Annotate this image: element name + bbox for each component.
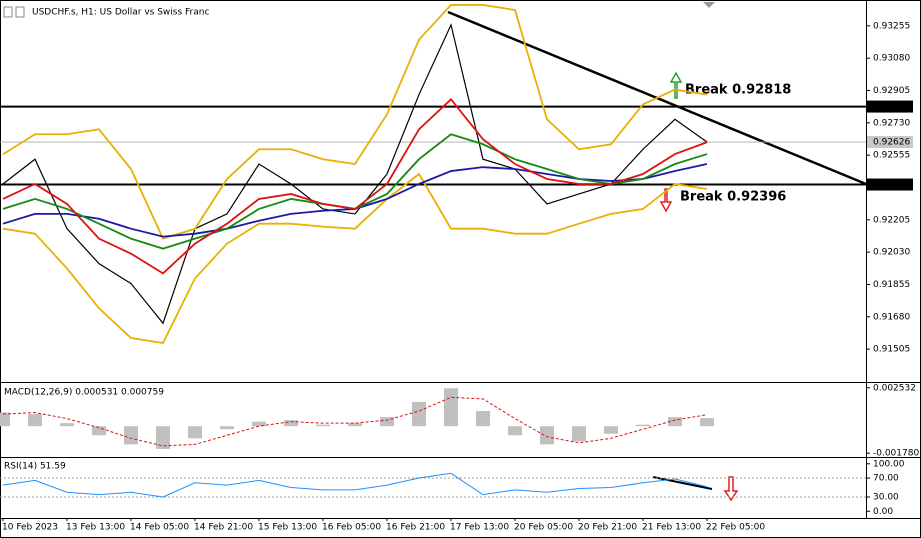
x-tick-label: 14 Feb 05:00 xyxy=(130,523,189,533)
level-label: 0.92396 xyxy=(873,180,910,190)
histogram-bar xyxy=(188,426,202,439)
y-tick-label: 0.92030 xyxy=(873,248,910,258)
x-tick-label: 13 Feb 13:00 xyxy=(66,523,125,533)
rsi-trend-line xyxy=(652,476,713,490)
series-line xyxy=(2,98,708,275)
series-line xyxy=(2,4,708,240)
annotation: Break 0.92818 xyxy=(685,83,791,98)
price-box xyxy=(867,136,913,149)
price-box xyxy=(867,100,913,113)
signal-line xyxy=(2,396,708,447)
histogram-bar xyxy=(604,426,618,434)
histogram-bar xyxy=(508,426,522,436)
y-tick-label: 30.00 xyxy=(873,493,899,503)
x-tick-label: 17 Feb 13:00 xyxy=(450,523,509,533)
histogram-bar xyxy=(220,426,234,430)
histogram-bar xyxy=(540,426,554,445)
y-tick-label: 100.00 xyxy=(873,459,905,469)
x-tick-label: 14 Feb 21:00 xyxy=(194,523,253,533)
histogram-bar xyxy=(92,426,106,436)
histogram-bar xyxy=(348,423,362,427)
y-tick-label: 0.92555 xyxy=(873,151,910,161)
histogram-bar xyxy=(412,401,426,427)
histogram-bar xyxy=(700,418,714,427)
x-tick-label: 22 Feb 05:00 xyxy=(706,523,765,533)
series-line xyxy=(2,172,708,345)
up-arrow xyxy=(669,71,683,99)
y-tick-label: 0.002532 xyxy=(873,383,916,393)
y-tick-label: 0.93255 xyxy=(873,21,910,31)
y-tick-label: 0.91680 xyxy=(873,312,910,322)
histogram-bar xyxy=(572,426,586,442)
y-tick-label: -0.001780 xyxy=(873,449,919,459)
y-tick-label: 0.92730 xyxy=(873,118,910,128)
series-line xyxy=(2,472,708,498)
histogram-bar xyxy=(444,388,458,427)
histogram-bar xyxy=(156,426,170,449)
histogram-bar xyxy=(284,420,298,427)
shift-marker xyxy=(703,2,715,8)
histogram-bar xyxy=(476,411,490,427)
icon xyxy=(15,6,25,18)
histogram-bar xyxy=(316,424,330,427)
histogram-bar xyxy=(28,414,42,427)
x-tick-label: 16 Feb 21:00 xyxy=(386,523,445,533)
series-line xyxy=(2,23,708,325)
histogram-bar xyxy=(668,417,682,427)
icon xyxy=(3,6,13,18)
x-tick-label: 16 Feb 05:00 xyxy=(322,523,381,533)
x-tick-label: 21 Feb 13:00 xyxy=(642,523,701,533)
panel-title: MACD(12,26,9) 0.000531 0.000759 xyxy=(4,388,164,398)
histogram-bar xyxy=(380,417,394,427)
last-price-label: 0.92626 xyxy=(873,138,910,148)
histogram-bar xyxy=(252,421,266,427)
histogram-bar xyxy=(0,412,10,427)
x-tick-label: 20 Feb 05:00 xyxy=(514,523,573,533)
chart-title: USDCHF.s, H1: US Dollar vs Swiss Franc xyxy=(32,8,209,18)
panel-title: RSI(14) 51.59 xyxy=(4,462,66,472)
x-tick-label: 20 Feb 21:00 xyxy=(578,523,637,533)
down-arrow xyxy=(723,476,739,502)
annotation: Break 0.92396 xyxy=(680,190,786,205)
y-tick-label: 0.92205 xyxy=(873,215,910,225)
price-box xyxy=(867,178,913,191)
y-tick-label: 0.91505 xyxy=(873,345,910,355)
x-tick-label: 15 Feb 13:00 xyxy=(258,523,317,533)
y-tick-label: 70.00 xyxy=(873,474,899,484)
histogram-bar xyxy=(124,426,138,445)
level-label: 0.92818 xyxy=(873,102,910,112)
x-tick-label: 10 Feb 2023 xyxy=(2,523,58,533)
y-tick-label: 0.91855 xyxy=(873,280,910,290)
y-tick-label: 0.93080 xyxy=(873,54,910,64)
y-tick-label: 0.00 xyxy=(873,507,893,517)
histogram-bar xyxy=(636,424,650,427)
histogram-bar xyxy=(60,423,74,427)
y-tick-label: 0.92905 xyxy=(873,86,910,96)
